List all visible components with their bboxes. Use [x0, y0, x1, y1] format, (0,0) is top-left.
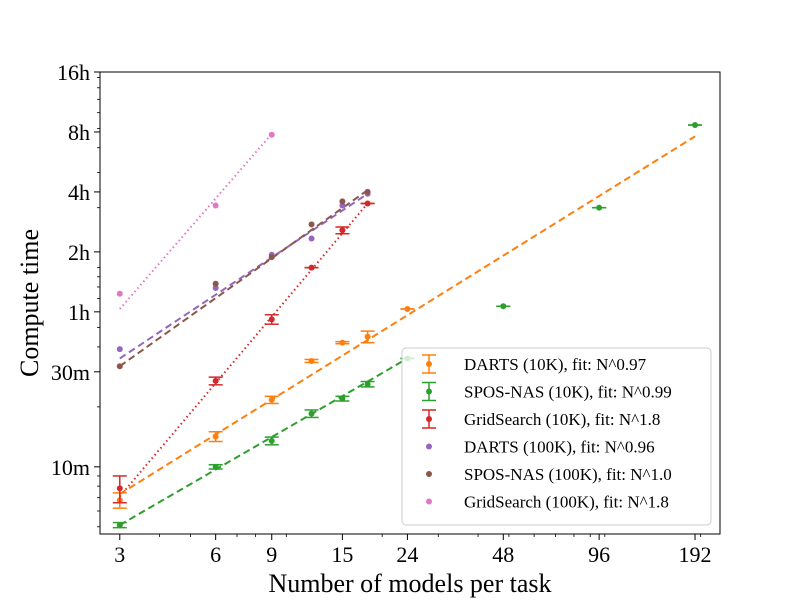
data-point-series-5 [212, 202, 219, 209]
data-point-series-3 [308, 235, 315, 242]
legend: DARTS (10K), fit: N^0.97 SPOS-NAS (10K), … [401, 347, 712, 526]
plot-frame [99, 71, 721, 535]
legend-label: DARTS (10K), fit: N^0.97 [464, 355, 647, 374]
legend-label: GridSearch (100K), fit: N^1.8 [464, 493, 669, 512]
data-point-series-2 [212, 377, 219, 384]
data-point-series-5 [116, 290, 123, 297]
x-tick-label: 96 [588, 542, 610, 567]
data-point-series-0 [268, 396, 275, 403]
fit-line-series-1 [119, 357, 408, 526]
data-point-series-4 [339, 198, 346, 205]
x-tick-label: 15 [331, 542, 353, 567]
x-axis-title: Number of models per task [268, 569, 551, 598]
legend-label: DARTS (100K), fit: N^0.96 [464, 438, 655, 457]
data-point-series-2 [116, 485, 123, 492]
data-point-series-1 [364, 381, 371, 388]
x-tick-label: 9 [266, 542, 277, 567]
data-point-series-2 [364, 200, 371, 207]
legend-marker [426, 388, 432, 395]
legend-marker [426, 361, 432, 367]
x-tick-label: 192 [679, 542, 712, 567]
data-point-series-3 [116, 346, 123, 353]
fit-line-series-4 [119, 189, 369, 368]
data-point-series-1 [692, 122, 699, 129]
x-tick-label: 6 [210, 542, 221, 567]
x-tick-label: 24 [396, 542, 418, 567]
data-point-series-3 [212, 285, 219, 292]
data-point-series-4 [212, 280, 219, 287]
data-point-series-0 [364, 333, 371, 340]
data-point-series-0 [212, 433, 219, 440]
y-tick-label: 30m [51, 360, 90, 385]
y-tick-label: 4h [68, 180, 90, 205]
data-point-series-2 [308, 264, 315, 271]
fit-line-series-3 [119, 192, 369, 360]
x-tick-label: 48 [492, 542, 514, 567]
data-point-series-1 [500, 303, 507, 310]
legend-label: SPOS-NAS (10K), fit: N^0.99 [464, 383, 672, 402]
y-axis-title: Compute time [15, 229, 44, 377]
data-point-series-4 [268, 254, 275, 261]
data-point-series-1 [268, 437, 275, 444]
x-tick-label: 3 [114, 542, 125, 567]
data-point-series-4 [116, 363, 123, 370]
data-point-series-1 [212, 463, 219, 470]
data-point-series-1 [308, 410, 315, 417]
data-point-series-4 [364, 188, 371, 195]
fit-line-series-2 [119, 202, 369, 498]
y-tick-label: 1h [68, 300, 90, 325]
data-point-series-5 [268, 131, 275, 138]
data-point-series-1 [596, 204, 603, 211]
legend-box [401, 347, 712, 526]
axes: 3 6 9 15 24 48 96 192 10m 30m 1h 2h 4h 8h 16h [51, 60, 712, 567]
y-tick-label: 8h [68, 120, 90, 145]
legend-marker [426, 416, 432, 422]
legend-marker [426, 498, 432, 505]
y-tick-label: 16h [57, 60, 90, 85]
data-point-series-2 [339, 227, 346, 234]
legend-marker [426, 443, 432, 450]
y-tick-label: 2h [68, 240, 90, 265]
data-point-series-0 [339, 339, 346, 346]
data-point-series-1 [339, 395, 346, 402]
data-point-series-4 [308, 221, 315, 228]
legend-label: SPOS-NAS (100K), fit: N^1.0 [464, 465, 672, 484]
data-point-series-1 [116, 522, 123, 529]
legend-label: GridSearch (10K), fit: N^1.8 [464, 410, 660, 429]
data-point-series-0 [404, 305, 411, 312]
y-tick-label: 10m [51, 455, 90, 480]
data-points [112, 122, 703, 529]
data-point-series-2 [268, 316, 275, 323]
data-point-series-0 [308, 357, 315, 364]
legend-marker [426, 471, 432, 477]
data-point-series-3 [339, 202, 346, 209]
